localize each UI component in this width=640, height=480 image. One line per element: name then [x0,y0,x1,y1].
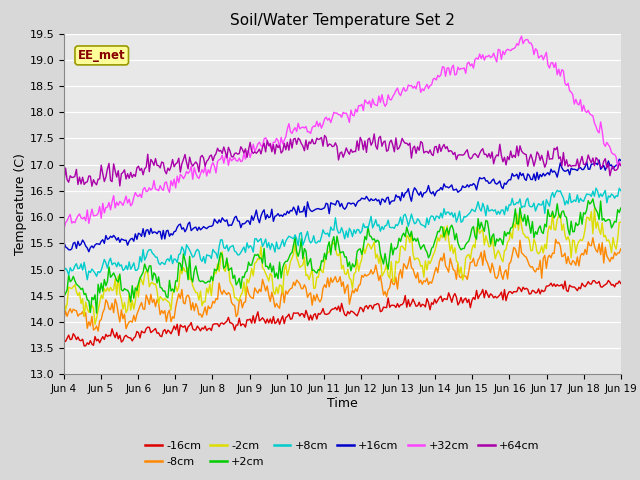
-8cm [305,291,313,297]
+2cm [60,294,68,300]
+64cm [371,131,378,137]
+8cm [592,185,600,191]
-16cm [305,317,313,323]
-2cm [305,277,313,283]
+64cm [60,180,68,185]
+16cm [60,239,68,245]
Line: -2cm: -2cm [64,209,621,324]
+64cm [228,154,236,159]
Line: -16cm: -16cm [64,280,621,346]
-16cm [81,343,88,349]
+32cm [518,33,525,39]
+2cm [617,205,625,211]
-8cm [94,328,102,334]
-2cm [617,219,625,225]
Line: +64cm: +64cm [64,134,621,186]
+8cm [246,243,254,249]
+64cm [246,140,254,145]
Legend: -16cm, -8cm, -2cm, +2cm, +8cm, +16cm, +32cm, +64cm: -16cm, -8cm, -2cm, +2cm, +8cm, +16cm, +3… [141,437,544,471]
+2cm [305,259,313,265]
+64cm [589,155,596,161]
Line: +8cm: +8cm [64,188,621,280]
-8cm [228,300,236,305]
+16cm [228,223,236,228]
+2cm [588,200,595,205]
+32cm [60,226,68,232]
-2cm [246,274,254,280]
-2cm [591,206,598,212]
+32cm [129,201,136,206]
+8cm [305,237,313,242]
Y-axis label: Temperature (C): Temperature (C) [13,153,27,255]
-2cm [130,306,138,312]
+8cm [83,277,91,283]
+8cm [617,188,625,194]
+32cm [226,155,234,161]
+8cm [60,268,68,274]
-16cm [60,337,68,343]
Line: -8cm: -8cm [64,238,621,331]
-8cm [617,246,625,252]
-2cm [60,299,68,305]
+64cm [305,139,313,144]
Line: +2cm: +2cm [64,199,621,313]
Text: EE_met: EE_met [78,49,125,62]
+32cm [588,112,595,118]
-8cm [130,312,138,318]
+16cm [85,249,93,254]
+32cm [303,129,311,135]
+16cm [305,205,313,211]
-8cm [246,294,254,300]
+32cm [617,162,625,168]
-16cm [228,320,236,326]
+2cm [93,310,100,316]
+2cm [130,295,138,301]
+64cm [255,146,263,152]
+32cm [244,148,252,154]
+2cm [589,196,596,202]
-8cm [255,286,263,292]
+64cm [130,171,138,177]
+8cm [228,243,236,249]
-8cm [588,243,595,249]
+8cm [130,260,138,265]
+2cm [228,265,236,271]
+16cm [617,157,625,163]
+64cm [617,163,625,168]
-2cm [228,282,236,288]
-8cm [60,315,68,321]
+64cm [88,183,96,189]
-8cm [589,235,596,240]
-16cm [246,316,254,322]
+32cm [254,141,262,147]
+2cm [255,255,263,261]
-16cm [255,318,263,324]
Line: +16cm: +16cm [64,159,621,252]
-16cm [605,277,612,283]
-2cm [91,322,99,327]
+2cm [246,263,254,268]
-2cm [588,209,595,215]
Line: +32cm: +32cm [64,36,621,229]
X-axis label: Time: Time [327,397,358,410]
+16cm [255,220,263,226]
+8cm [255,237,263,243]
-2cm [255,257,263,263]
+16cm [130,239,138,244]
-16cm [617,281,625,287]
-16cm [588,281,595,287]
Title: Soil/Water Temperature Set 2: Soil/Water Temperature Set 2 [230,13,455,28]
+8cm [588,193,595,199]
-16cm [130,335,138,341]
+16cm [246,222,254,228]
+16cm [616,156,623,162]
+16cm [588,161,595,167]
